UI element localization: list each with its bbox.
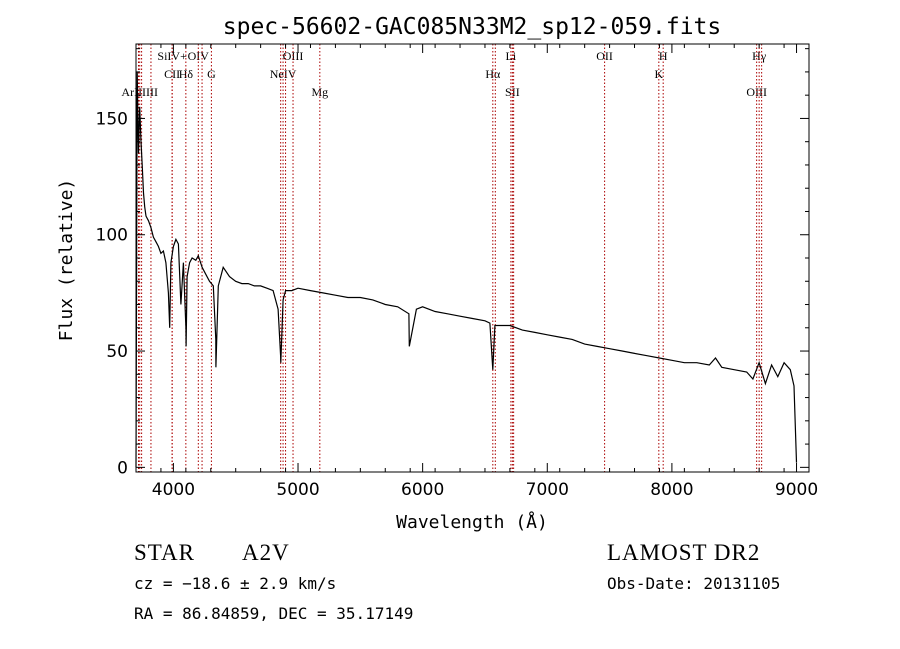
line-label-middle-5: K (654, 67, 663, 81)
line-label-middle-0: CII (164, 67, 180, 81)
object-class: STAR (134, 540, 195, 565)
y-axis-label: Flux (relative) (56, 179, 77, 342)
subclass: A2V (242, 540, 290, 565)
x-tick-label-5: 9000 (775, 480, 818, 500)
line-label-lower-2: SII (505, 85, 520, 99)
line-label-middle-3: NeIV (270, 67, 297, 81)
line-label-middle-2: G (207, 67, 216, 81)
velocity-readout: cz = −18.6 ± 2.9 km/s (134, 574, 337, 593)
x-tick-label-3: 7000 (526, 480, 569, 500)
x-tick-label-4: 8000 (650, 480, 693, 500)
line-label-lower-1: Mg (311, 85, 328, 99)
line-label-lower-3: OIII (746, 85, 767, 99)
spectrum-series-line (135, 71, 798, 468)
y-tick-label-1: 50 (106, 342, 128, 362)
y-tick-label-2: 100 (96, 226, 128, 246)
obs-date: Obs-Date: 20131105 (607, 574, 781, 593)
line-label-middle-4: Hα (485, 67, 501, 81)
x-tick-label-2: 6000 (401, 480, 444, 500)
plot-frame (135, 43, 810, 473)
axes: 4000 5000 6000 7000 8000 9000 0 50 100 150 (96, 43, 818, 500)
y-tick-label-0: 0 (117, 458, 128, 478)
survey-name: LAMOST DR2 (607, 540, 761, 565)
chart-title: spec-56602-GAC085N33M2_sp12-059.fits (223, 14, 722, 40)
y-tick-label-3: 150 (96, 109, 128, 129)
coordinates: RA = 86.84859, DEC = 35.17149 (134, 604, 414, 623)
x-tick-label-1: 5000 (276, 480, 319, 500)
x-axis-label: Wavelength (Å) (396, 511, 548, 533)
line-label-lower-0: ArIIIIII (121, 85, 158, 99)
x-tick-label-0: 4000 (152, 480, 195, 500)
line-label-middle-1: Hδ (179, 67, 194, 81)
